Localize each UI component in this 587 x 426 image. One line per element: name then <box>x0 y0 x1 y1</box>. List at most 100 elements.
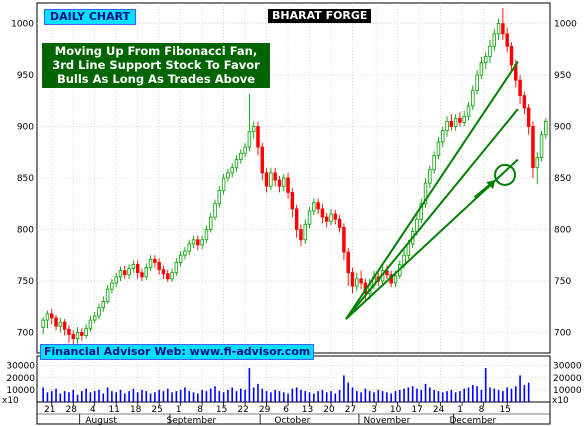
candle-body <box>294 208 299 230</box>
candle-body <box>97 307 101 317</box>
candle-body <box>140 272 144 278</box>
candle-body <box>483 56 488 64</box>
candle-body <box>110 282 114 290</box>
price-tick-label-right: 850 <box>554 174 571 184</box>
price-tick-label-left: 1000 <box>11 20 34 30</box>
date-tick-label: 8 <box>197 405 203 415</box>
annotation-box: Moving Up From Fibonacci Fan, 3rd Line S… <box>42 43 270 88</box>
candle-body <box>350 272 355 287</box>
candle-body <box>174 262 179 274</box>
candle-body <box>273 172 277 181</box>
candle-body <box>101 301 106 309</box>
price-tick-label-left: 850 <box>17 174 34 184</box>
date-tick-label: 18 <box>130 405 142 415</box>
candle-body <box>282 177 286 187</box>
candle-body <box>475 74 479 91</box>
month-label: August <box>85 416 117 426</box>
candle-body <box>509 45 514 66</box>
candle-body <box>333 213 338 220</box>
candle-body <box>123 270 127 276</box>
volume-multiplier-label: x10 <box>552 396 569 406</box>
candle-body <box>393 275 398 284</box>
candle-body <box>449 120 454 127</box>
candle-body <box>492 33 497 47</box>
candle-body <box>62 321 67 330</box>
candle-body <box>501 23 505 35</box>
price-tick-label-left: 750 <box>17 277 34 287</box>
month-label: December <box>449 416 496 426</box>
candle-body <box>342 227 346 253</box>
candle-body <box>337 218 342 228</box>
candle-body <box>264 172 269 187</box>
candle-body <box>114 276 118 284</box>
arrow-head <box>486 180 496 190</box>
month-label: October <box>274 416 310 426</box>
candle-body <box>234 159 239 169</box>
volume-tick-label-right: 20000 <box>553 374 582 384</box>
candle-body <box>316 202 320 210</box>
fan-line <box>345 61 519 320</box>
candle-body <box>92 315 97 321</box>
price-tick-label-right: 700 <box>554 328 571 338</box>
candle-body <box>479 62 484 76</box>
candle-body <box>118 270 123 278</box>
candle-body <box>531 126 535 169</box>
support-circle <box>494 163 517 186</box>
candle-body <box>131 264 136 269</box>
candle-body <box>45 313 50 321</box>
candle-body <box>290 192 295 210</box>
candle-body <box>359 278 363 284</box>
date-tick-label: 20 <box>323 405 335 415</box>
axis-labels: 700 700 750 750 800 800 850 850 900 900 950 950 1000… <box>2 20 582 426</box>
date-tick-label: 22 <box>237 405 248 415</box>
date-tick-label: 6 <box>283 405 289 415</box>
candle-body <box>535 157 539 169</box>
candle-body <box>208 216 213 230</box>
candle-body <box>423 182 428 205</box>
candle-body <box>260 146 265 174</box>
date-tick-label: 4 <box>90 405 96 415</box>
date-tick-label: 15 <box>216 405 227 415</box>
volume-tick-label-left: 30000 <box>6 362 35 372</box>
candle-body <box>488 45 492 57</box>
date-tick-label: 25 <box>151 405 162 415</box>
candle-body <box>213 203 217 218</box>
candle-body <box>243 146 247 154</box>
candle-body <box>153 258 157 263</box>
candle-body <box>355 278 359 287</box>
candle-body <box>127 268 131 276</box>
candle-body <box>432 154 436 171</box>
volume-bars <box>42 368 530 402</box>
volume-tick-label-left: 10000 <box>6 386 35 396</box>
candle-body <box>196 239 200 246</box>
candlesticks <box>41 8 548 345</box>
date-tick-label: 13 <box>302 405 313 415</box>
candle-body <box>299 229 303 241</box>
price-tick-label-left: 800 <box>17 225 34 235</box>
candle-body <box>170 272 174 280</box>
volume-tick-label-right: 30000 <box>553 362 582 372</box>
price-tick-label-left: 700 <box>17 328 34 338</box>
candle-body <box>462 115 466 123</box>
candle-body <box>496 23 501 35</box>
date-tick-label: 10 <box>390 405 402 415</box>
candle-body <box>286 177 290 193</box>
date-tick-label: 8 <box>479 405 485 415</box>
candle-body <box>453 117 458 127</box>
price-tick-label-right: 950 <box>554 71 571 81</box>
candle-body <box>105 288 110 302</box>
volume-multiplier-label: x10 <box>2 396 19 406</box>
date-axis-panel <box>36 401 551 425</box>
price-tick-label-left: 950 <box>17 71 34 81</box>
date-tick-label: 29 <box>259 405 271 415</box>
date-tick-label: 15 <box>499 405 510 415</box>
date-tick-label: 11 <box>108 405 119 415</box>
candle-body <box>505 33 509 47</box>
candle-body <box>471 90 475 107</box>
volume-tick-label-left: 20000 <box>6 374 35 384</box>
candle-body <box>320 208 325 218</box>
candle-body <box>157 262 161 271</box>
candle-body <box>303 223 307 241</box>
candle-body <box>58 321 63 327</box>
